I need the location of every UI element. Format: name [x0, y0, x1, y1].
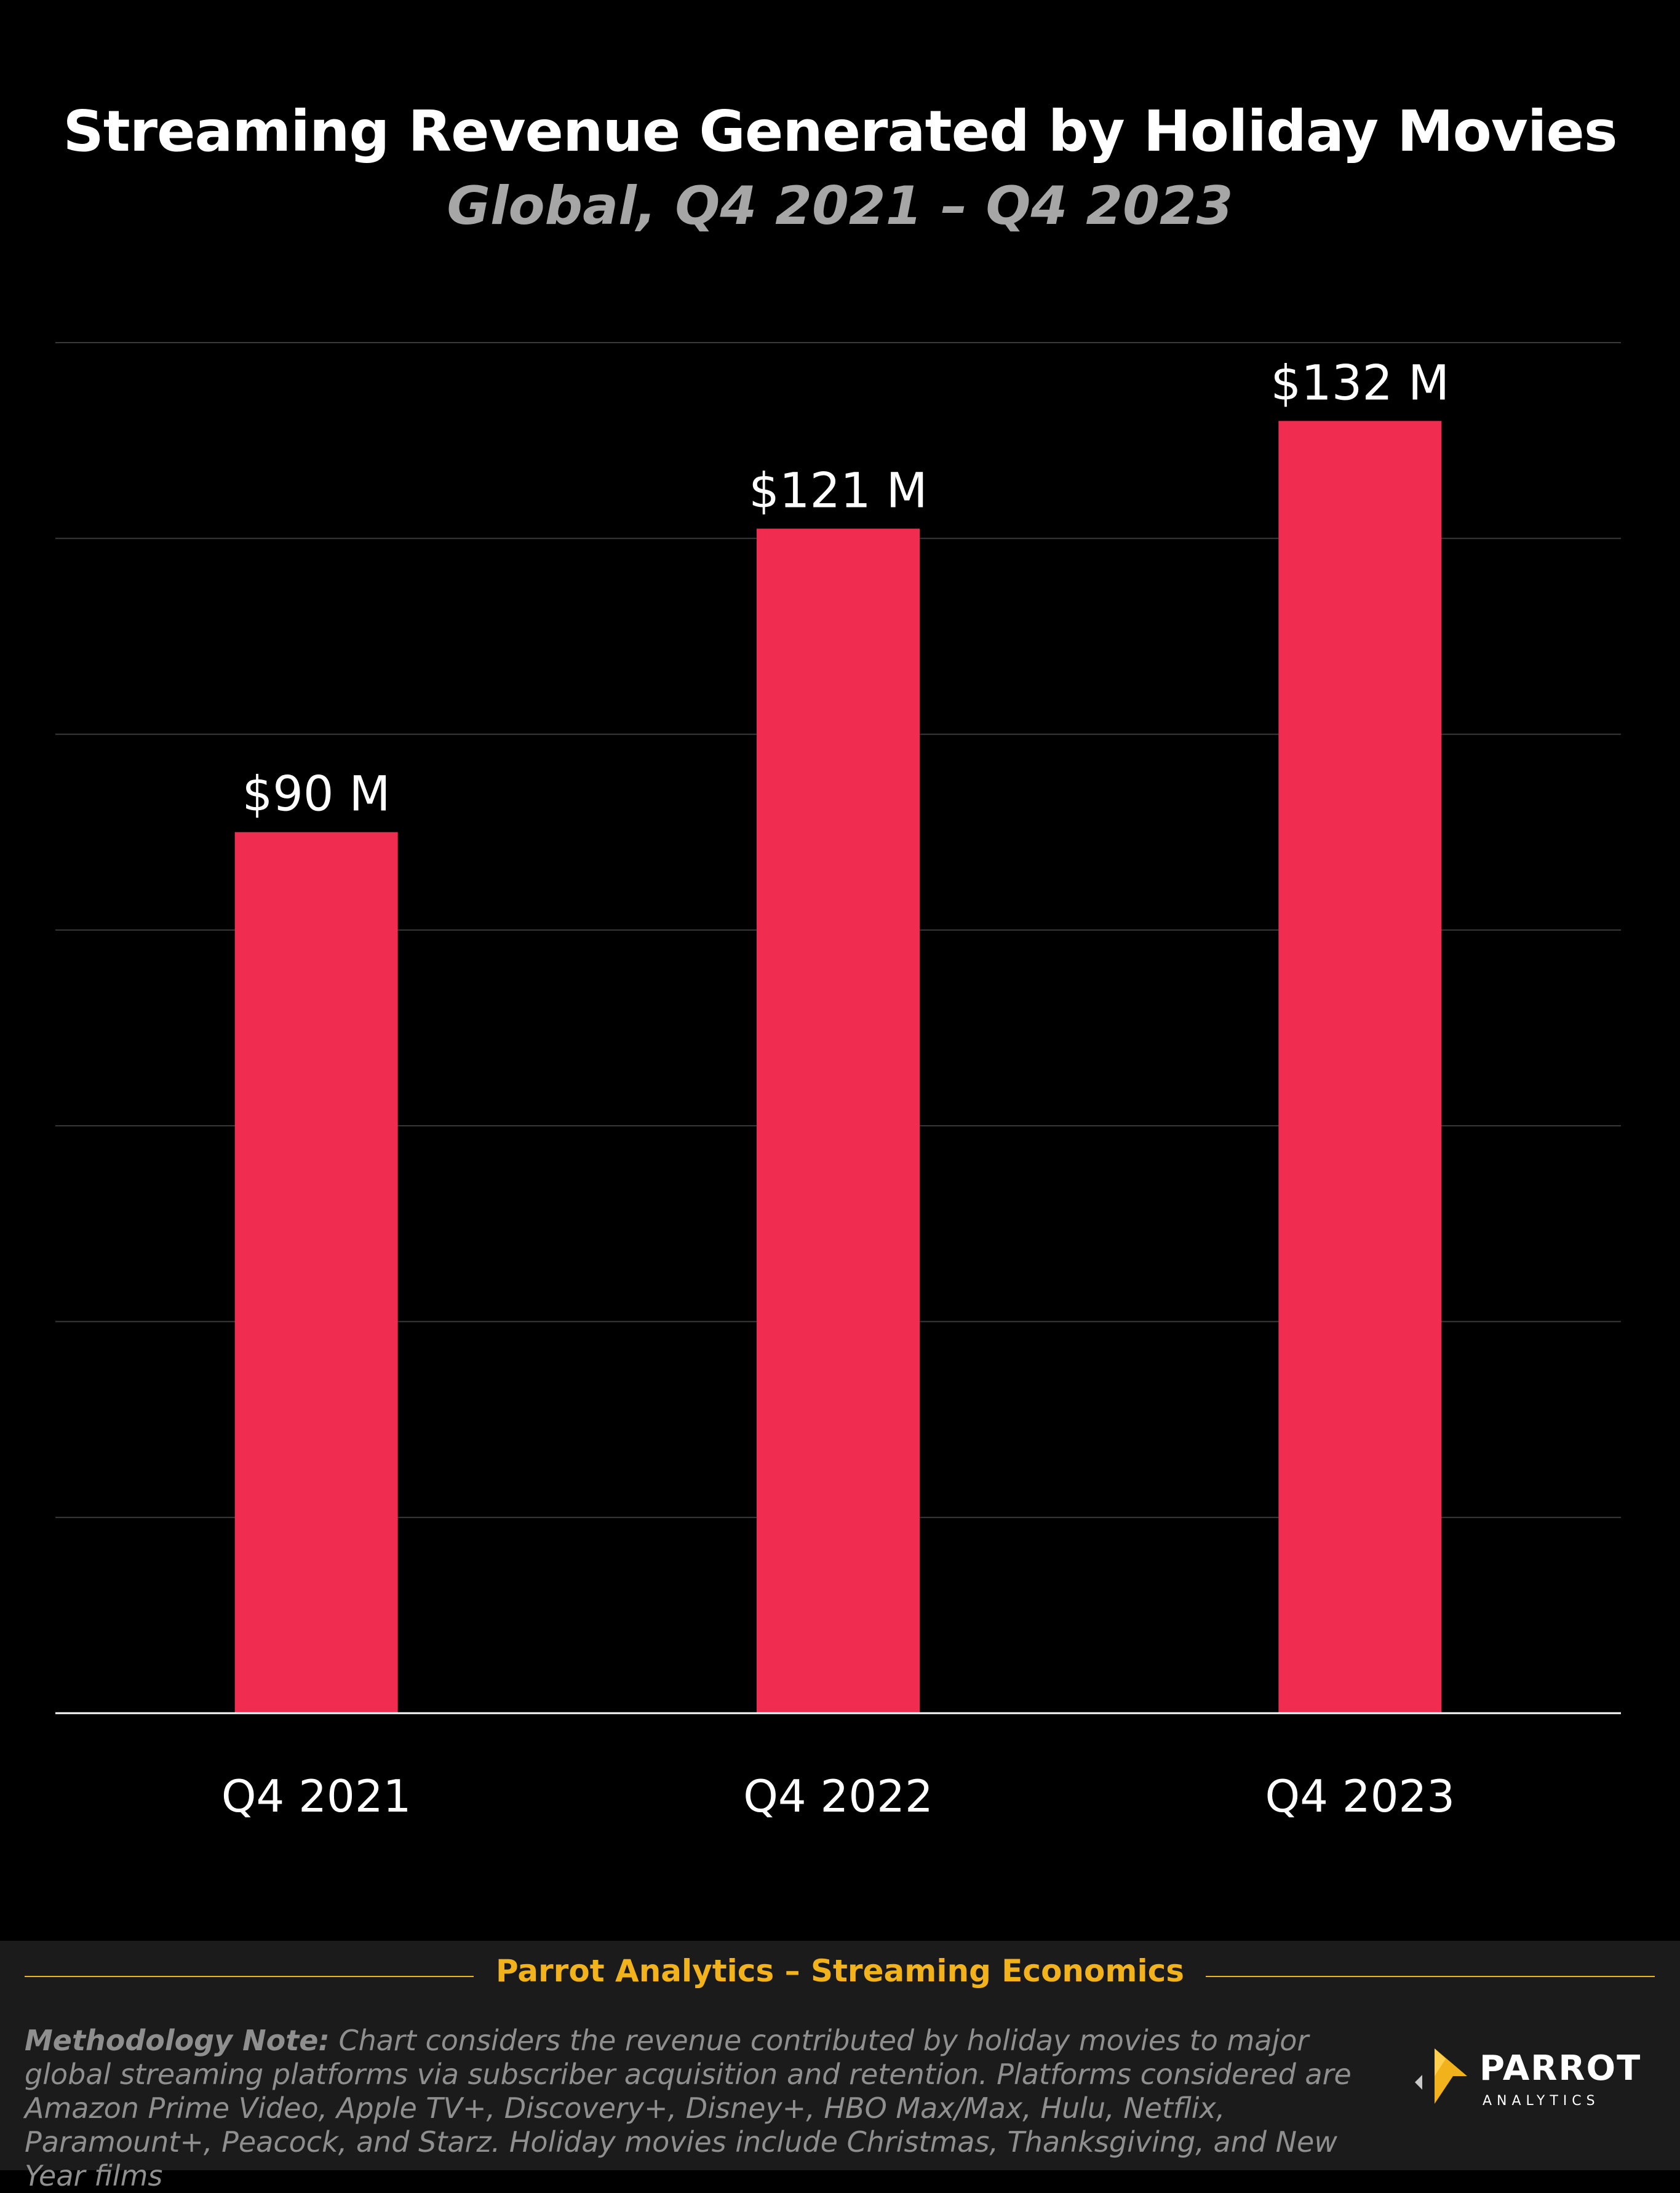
x-tick-label: Q4 2021 [221, 1770, 412, 1822]
bar-q4-2021 [234, 832, 398, 1713]
bar-q4-2023 [1278, 421, 1442, 1714]
logo-sub: ANALYTICS [1483, 2093, 1600, 2109]
source-title: Parrot Analytics – Streaming Economics [495, 1953, 1185, 1989]
bars [234, 421, 1442, 1714]
data-label: $132 M [1271, 356, 1450, 411]
banner-rule-left [25, 1976, 474, 1977]
logo-name: PARROT [1479, 2048, 1642, 2088]
chart-subtitle: Global, Q4 2021 – Q4 2023 [447, 175, 1233, 237]
data-labels: $90 M $121 M $132 M [242, 356, 1449, 822]
bar-chart: $90 M $121 M $132 M Q4 2021 Q4 2022 Q4 2023 [55, 342, 1621, 1822]
methodology-note-label: Methodology Note: [25, 2024, 330, 2057]
source-banner: Parrot Analytics – Streaming Economics [0, 1941, 1680, 2012]
data-label: $121 M [749, 463, 928, 519]
parrot-analytics-logo: PARROT ANALYTICS [1409, 2039, 1655, 2119]
methodology-note: Methodology Note: Chart considers the re… [25, 2024, 1390, 2193]
x-tick-label: Q4 2023 [1265, 1770, 1455, 1822]
bar-q4-2022 [757, 528, 920, 1714]
chart-title: Streaming Revenue Generated by Holiday M… [63, 98, 1617, 164]
data-label: $90 M [242, 767, 391, 822]
x-tick-label: Q4 2022 [743, 1770, 933, 1822]
logo-arrow-icon [1415, 2048, 1467, 2104]
methodology-area: Methodology Note: Chart considers the re… [0, 2012, 1680, 2192]
x-axis-tick-labels: Q4 2021 Q4 2022 Q4 2023 [221, 1770, 1455, 1822]
banner-rule-right [1206, 1976, 1655, 1977]
